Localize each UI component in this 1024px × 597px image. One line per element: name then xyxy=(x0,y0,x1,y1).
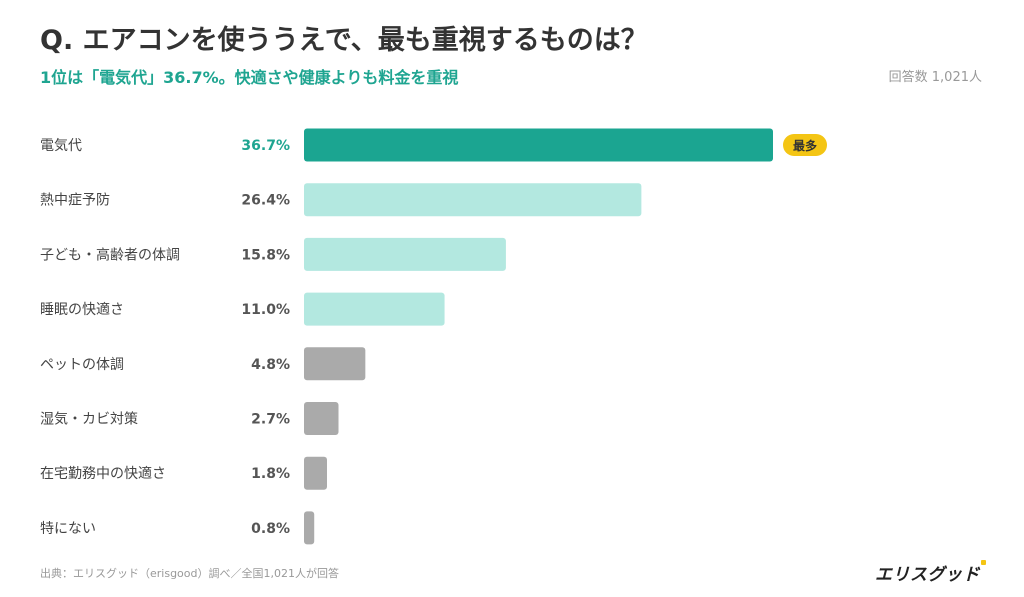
bar xyxy=(304,292,445,326)
page-subtitle: 1位は「電気代」36.7%。快適さや健康よりも料金を重視 xyxy=(40,68,459,87)
value-label: 36.7% xyxy=(241,138,290,154)
value-label: 1.8% xyxy=(251,466,290,482)
brand-logo: エリスグッド xyxy=(875,560,986,585)
respondent-count: 回答数 1,021人 xyxy=(888,70,982,85)
value-label: 26.4% xyxy=(241,193,290,209)
top-badge xyxy=(783,134,827,156)
category-label: 電気代 xyxy=(40,138,82,154)
category-label: 睡眠の快適さ xyxy=(40,301,124,318)
category-label: 特にない xyxy=(40,521,96,537)
category-label: 在宅勤務中の快適さ xyxy=(40,465,166,482)
page-title: Q. エアコンを使ううえで、最も重視するものは？ xyxy=(40,25,648,56)
logo-accent-mark xyxy=(981,560,986,565)
value-label: 0.8% xyxy=(251,521,290,537)
bar xyxy=(304,456,328,490)
bar xyxy=(304,402,339,435)
category-label: ペットの体調 xyxy=(40,357,124,373)
brand-logo-text: エリスグッド xyxy=(875,565,980,585)
top-badge-label: 最多 xyxy=(793,138,817,153)
value-label: 2.7% xyxy=(251,412,290,428)
bar xyxy=(304,511,315,545)
bar xyxy=(304,128,773,162)
value-label: 15.8% xyxy=(241,247,290,263)
bar xyxy=(304,183,642,217)
value-label: 11.0% xyxy=(241,302,290,318)
bar xyxy=(304,347,366,381)
source-note: 出典：エリスグッド（erisgood）調べ／全国1,021人が回答 xyxy=(40,567,339,580)
value-label: 4.8% xyxy=(251,357,290,373)
category-label: 熱中症予防 xyxy=(40,193,110,209)
category-label: 湿気・カビ対策 xyxy=(40,411,138,428)
bar xyxy=(304,237,506,271)
category-label: 子ども・高齢者の体調 xyxy=(40,246,180,263)
